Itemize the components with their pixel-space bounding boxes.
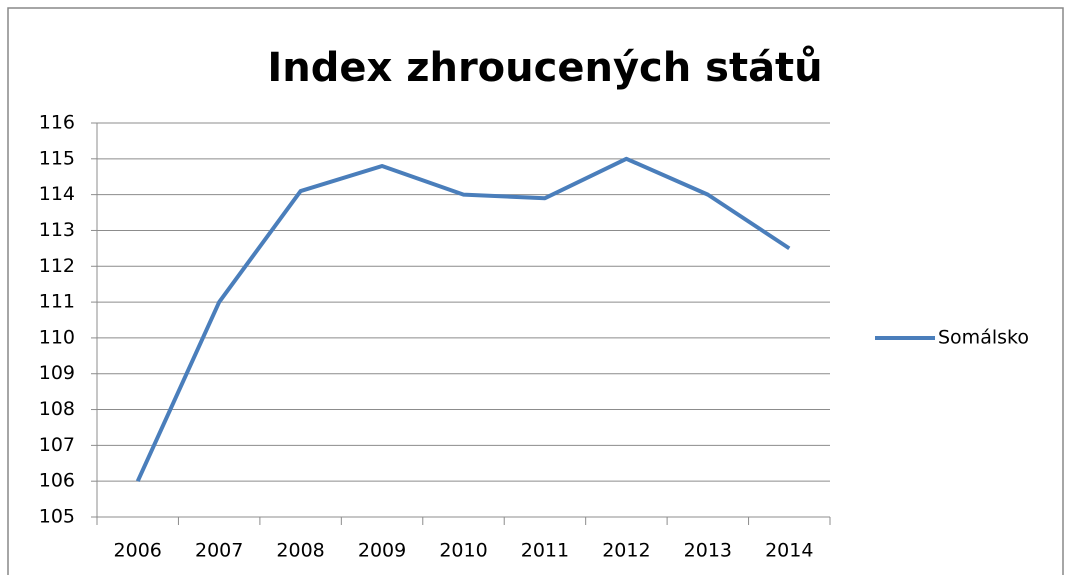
y-tick-label: 105 (39, 506, 75, 528)
y-tick-label: 115 (39, 147, 75, 169)
x-tick-label: 2013 (684, 540, 732, 562)
y-tick-label: 114 (39, 183, 75, 205)
x-tick-label: 2008 (276, 540, 324, 562)
y-tick-label: 113 (39, 219, 75, 241)
x-tick-label: 2007 (195, 540, 243, 562)
x-tick-label: 2014 (765, 540, 813, 562)
x-tick-label: 2009 (358, 540, 406, 562)
y-tick-label: 116 (39, 112, 75, 134)
line-series (135, 156, 791, 483)
y-tick-label: 111 (39, 291, 75, 313)
y-tick-label: 106 (39, 470, 75, 492)
legend-label: Somálsko (938, 327, 1029, 349)
y-tick-label: 107 (39, 434, 75, 456)
chart-frame (7, 7, 1064, 579)
x-tick-label: 2011 (521, 540, 569, 562)
x-tick-label: 2006 (114, 540, 162, 562)
chart-title: Index zhroucených států (267, 44, 822, 91)
x-tick-label: 2010 (439, 540, 487, 562)
y-tick-label: 110 (39, 326, 75, 348)
x-tick-label: 2012 (602, 540, 650, 562)
y-tick-label: 108 (39, 398, 75, 420)
y-tick-label: 109 (39, 362, 75, 384)
y-tick-label: 112 (39, 255, 75, 277)
